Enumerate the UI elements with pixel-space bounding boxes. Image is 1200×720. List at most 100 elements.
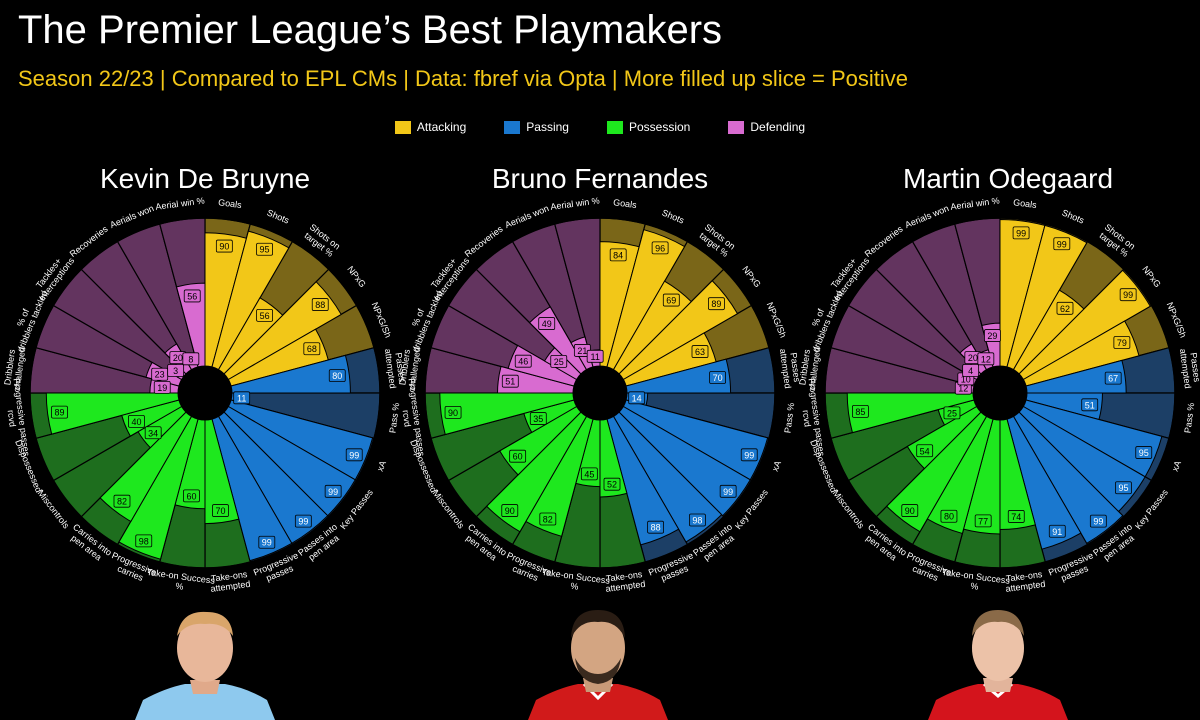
metric-label: Shots [661,208,687,226]
value-label-box [708,297,725,311]
value-label-box [1012,226,1030,240]
value-label: 40 [131,417,141,427]
value-label-box [328,369,346,382]
metric-label: NPxG [740,264,763,289]
pizza-chart: 90 95 56 88 68 80 11 99 99 99 99 70 60 98 82 34 40 89 19 23… [2,195,407,593]
value-label-box [740,448,758,462]
value-label-box [509,449,527,463]
value-label-box [212,504,229,517]
value-label-box [324,484,342,498]
value-label-box [144,426,162,440]
value-label: 11 [590,352,599,362]
metric-label: Goals [1013,197,1038,210]
value-label-box [974,514,992,528]
metric-label: Passesattempted [1178,347,1200,389]
value-label-box [1007,510,1025,523]
value-label-box [1081,398,1099,412]
value-label: 95 [1118,483,1128,493]
metric-label: xA [1170,459,1183,473]
player-photo-fernandes [528,610,668,720]
value-label-box [689,513,706,527]
value-label: 95 [260,245,270,255]
value-label: 19 [157,383,167,393]
value-label: 12 [981,354,991,364]
value-label-box [501,374,519,388]
value-label: 35 [533,414,543,424]
value-label: 95 [1139,448,1149,458]
value-label: 99 [744,450,754,460]
value-label-box [167,364,185,377]
value-label: 99 [349,450,359,460]
value-label: 51 [1085,400,1095,410]
value-label-box [852,404,869,418]
value-label: 54 [920,446,930,456]
legend-swatch [728,120,745,134]
metric-label: Aerials won [503,203,550,230]
value-label-box [1113,336,1131,349]
value-label-box [256,308,273,322]
metric-label: Take-onsattempted [604,569,646,594]
value-label-box [182,352,200,366]
value-label: 99 [1123,290,1133,300]
page-title: The Premier League’s Best Playmakers [18,8,723,52]
value-label-box [135,534,153,548]
player-name-fernandes: Bruno Fernandes [491,163,709,194]
value-label: 11 [237,393,246,403]
metric-label: NPxG/Sh [1165,301,1189,339]
value-label-box [51,405,68,419]
value-label-box [691,345,709,358]
player-name-de-bruyne: Kevin De Bruyne [99,163,311,194]
value-label: 88 [315,300,325,310]
value-label-box [311,298,329,311]
value-label: 63 [695,347,705,357]
value-label: 82 [543,514,553,524]
value-label-box [529,412,547,425]
value-label: 88 [651,523,661,533]
value-label: 98 [139,536,149,546]
value-label: 20 [173,353,183,363]
value-label: 25 [947,408,957,418]
value-label: 69 [666,296,676,306]
metric-label: Take-onsattempted [1004,569,1046,594]
value-label: 85 [855,407,865,417]
value-label-box [719,484,737,498]
value-label-box [1056,301,1074,315]
value-label: 4 [968,366,973,376]
value-label-box [977,352,995,366]
metric-label: Aerials won [108,203,155,230]
metric-label: NPxG/Sh [370,301,394,339]
value-label: 52 [607,480,617,490]
metric-label: Aerial win % [950,195,1000,211]
value-label-box [984,329,1001,342]
metric-label: Goals [218,197,243,210]
value-label-box [1119,288,1137,302]
value-label-box [940,509,958,523]
value-label: 90 [505,506,515,516]
value-label: 80 [944,512,954,522]
legend-item-passing: Passing [504,120,569,134]
value-label-box [294,514,312,528]
value-label: 21 [577,346,587,356]
value-label: 67 [1108,374,1118,384]
value-label-box [628,391,646,405]
legend: Attacking Passing Possession Defending [0,120,1200,134]
value-label-box [539,512,557,526]
value-label: 99 [1057,239,1067,249]
value-label: 70 [215,506,225,516]
value-label-box [215,239,233,253]
center-hole [178,366,232,420]
value-label: 96 [655,243,665,253]
value-label-box [183,289,201,303]
metric-label: Shots [1061,208,1087,226]
value-label-box [183,489,200,503]
value-label: 60 [513,452,523,462]
metric-label: NPxG [1140,264,1163,289]
value-label: 82 [117,497,127,507]
value-label: 51 [505,377,515,387]
legend-label: Passing [526,120,569,134]
value-label: 23 [155,370,165,380]
value-label: 34 [148,428,158,438]
value-label: 90 [219,242,229,252]
value-label: 99 [723,487,733,497]
